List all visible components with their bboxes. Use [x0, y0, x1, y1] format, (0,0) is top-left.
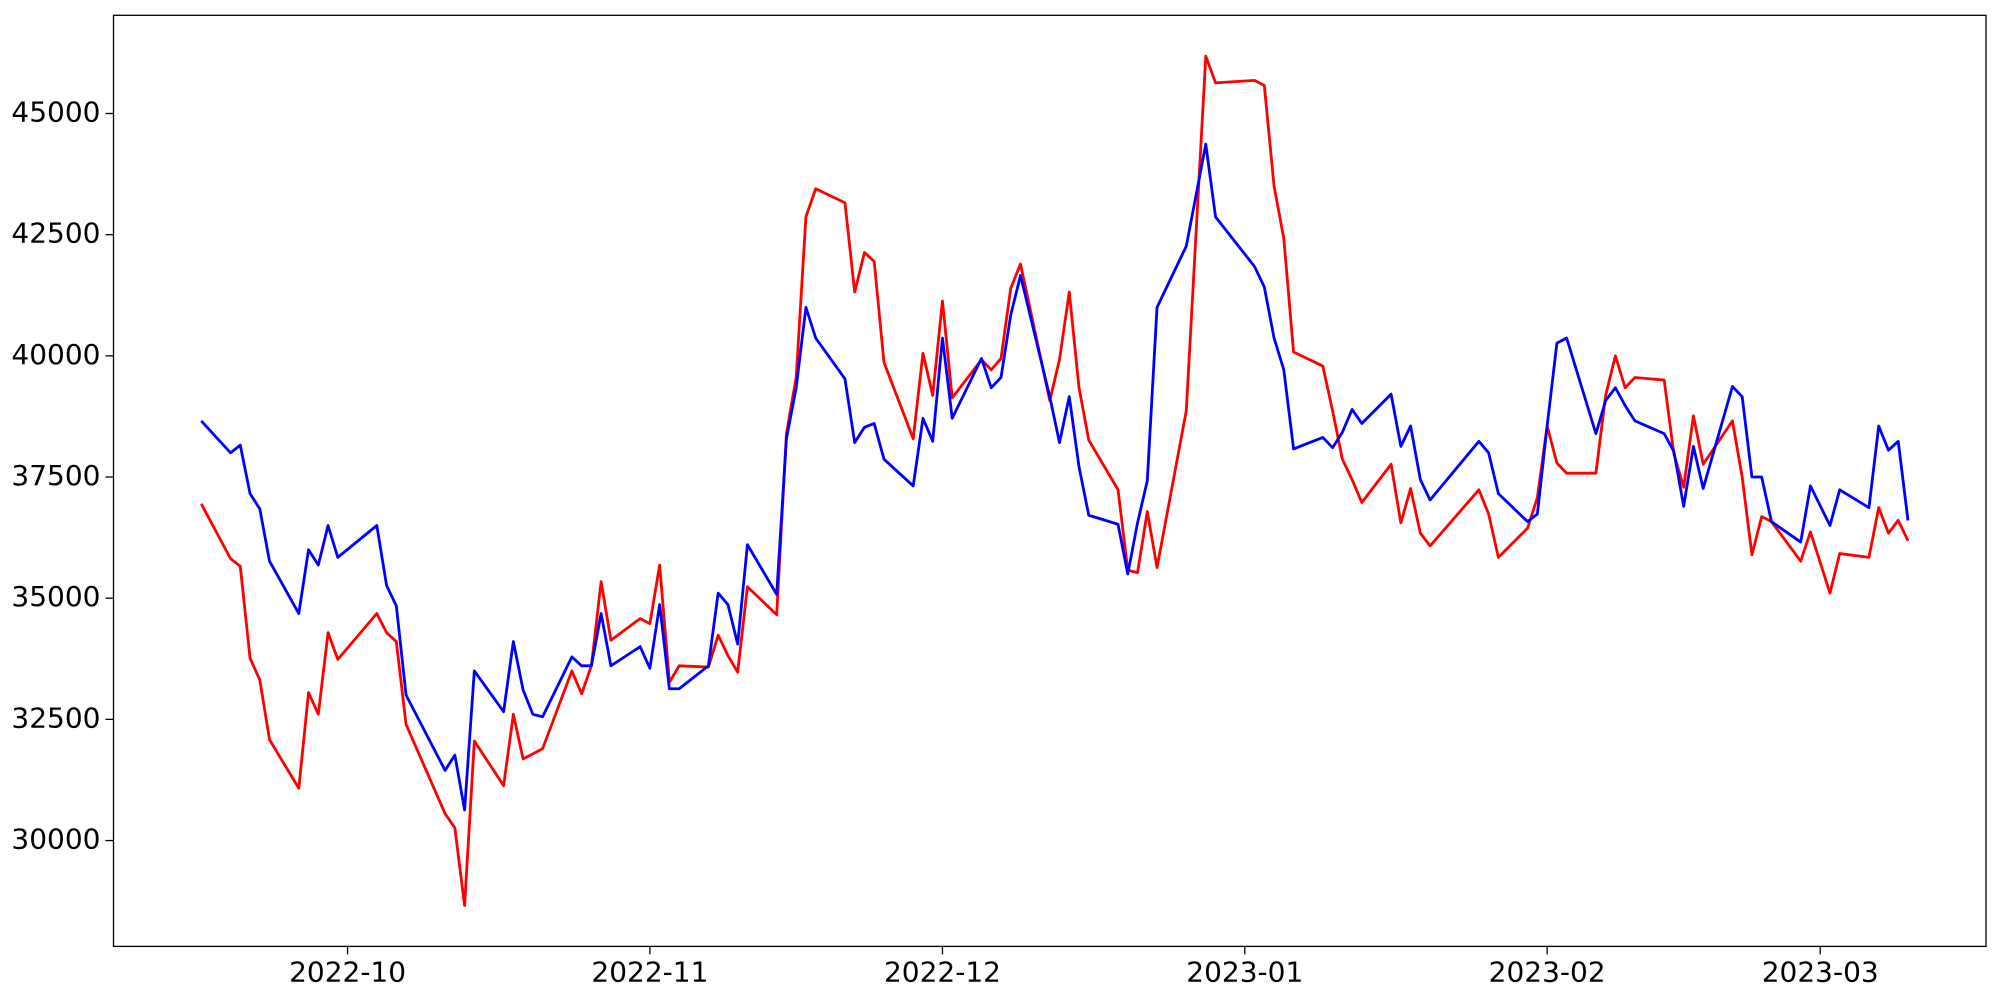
y-tick-label: 40000: [11, 338, 100, 371]
x-tick-label: 2023-03: [1762, 955, 1879, 988]
y-tick-label: 32500: [11, 701, 100, 734]
x-tick-label: 2022-12: [884, 955, 1001, 988]
y-tick-label: 45000: [11, 95, 100, 128]
data-line: [200, 54, 1910, 907]
x-tick-label: 2023-02: [1489, 955, 1606, 988]
data-line: [200, 142, 1910, 812]
x-tick-label: 2023-01: [1186, 955, 1303, 988]
x-tick-label: 2022-10: [289, 955, 406, 988]
x-tick-label: 2022-11: [591, 955, 708, 988]
y-tick-label: 37500: [11, 459, 100, 492]
y-tick-label: 35000: [11, 580, 100, 613]
plot-frame: [112, 14, 1987, 948]
y-tick-label: 30000: [11, 823, 100, 856]
y-tick-label: 42500: [11, 217, 100, 250]
